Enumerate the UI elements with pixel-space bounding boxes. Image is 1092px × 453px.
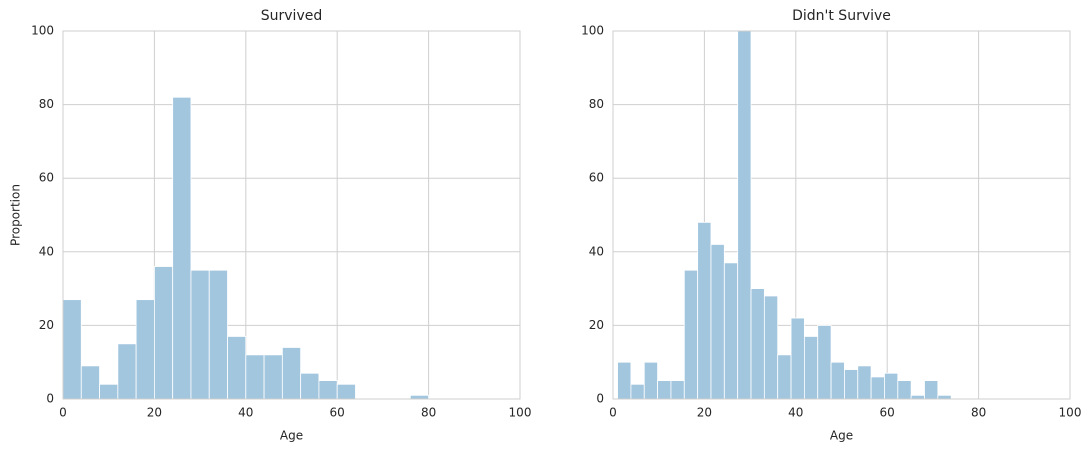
y-tick-label: 20 xyxy=(589,318,604,332)
x-tick-label: 0 xyxy=(609,406,617,420)
bar xyxy=(683,269,699,399)
bar xyxy=(135,299,155,399)
x-tick-label: 0 xyxy=(59,406,67,420)
y-tick-label: 100 xyxy=(31,24,54,38)
y-tick-label: 20 xyxy=(39,318,54,332)
bar xyxy=(300,372,320,399)
bar xyxy=(777,354,792,399)
bar xyxy=(750,288,765,399)
bars xyxy=(617,31,952,399)
bar xyxy=(803,336,819,399)
x-tick-label: 80 xyxy=(421,406,436,420)
y-tick-label: 80 xyxy=(39,97,54,111)
x-axis-label: Age xyxy=(830,429,853,443)
bar xyxy=(657,380,672,399)
subplot: 0 20 40 60 80 100 0 20 40 60 80 100 Survived Age Propo… xyxy=(9,8,532,443)
x-tick-label: 80 xyxy=(971,406,986,420)
bar xyxy=(99,383,119,399)
y-tick-label: 0 xyxy=(46,392,54,406)
bar xyxy=(737,31,752,399)
bar xyxy=(937,394,952,399)
bar xyxy=(763,295,779,399)
bar xyxy=(924,380,939,399)
bar xyxy=(790,317,805,399)
x-tick-label: 40 xyxy=(238,406,253,420)
y-tick-label: 40 xyxy=(589,244,604,258)
bar xyxy=(830,361,845,399)
x-tick-label: 40 xyxy=(788,406,803,420)
y-tick-label: 80 xyxy=(589,97,604,111)
y-tick-label: 100 xyxy=(581,24,604,38)
x-tick-label: 60 xyxy=(330,406,345,420)
bar xyxy=(870,376,885,399)
bar xyxy=(153,266,174,399)
bar xyxy=(63,299,82,399)
bar xyxy=(697,221,712,399)
bar xyxy=(710,244,725,399)
bar xyxy=(190,269,210,399)
chart-title: Survived xyxy=(261,8,322,24)
bar xyxy=(910,394,925,399)
plot-frame xyxy=(612,30,1071,400)
bar xyxy=(409,394,430,399)
subplot: 0 20 40 60 80 100 0 20 40 60 80 100 Didn't Survive Ag… xyxy=(581,8,1081,443)
bar xyxy=(227,336,247,399)
bar xyxy=(617,361,632,399)
bar xyxy=(318,380,338,399)
y-tick-label: 60 xyxy=(39,171,54,185)
plot-frame xyxy=(62,30,521,400)
x-tick-label: 100 xyxy=(1059,406,1082,420)
bar xyxy=(884,372,899,399)
x-tick-label: 100 xyxy=(509,406,532,420)
y-tick-label: 60 xyxy=(589,171,604,185)
x-tick-label: 20 xyxy=(697,406,712,420)
bar xyxy=(263,354,283,399)
bar xyxy=(208,269,228,399)
bar xyxy=(817,324,832,399)
y-tick-label: 40 xyxy=(39,244,54,258)
bar xyxy=(844,369,859,399)
bar xyxy=(80,365,100,399)
y-tick-label: 0 xyxy=(596,392,604,406)
bar xyxy=(643,361,659,399)
bar xyxy=(630,383,645,399)
bar xyxy=(281,347,302,399)
x-tick-label: 60 xyxy=(880,406,895,420)
chart-title: Didn't Survive xyxy=(792,8,891,24)
x-tick-label: 20 xyxy=(147,406,162,420)
bar xyxy=(336,383,356,399)
y-axis-label: Proportion xyxy=(9,184,23,246)
bar xyxy=(117,343,137,399)
bar xyxy=(723,262,739,399)
bar xyxy=(670,380,685,399)
x-axis-label: Age xyxy=(280,429,303,443)
bar xyxy=(172,96,192,399)
bar xyxy=(245,354,265,399)
bar xyxy=(897,380,912,399)
bar xyxy=(857,365,872,399)
